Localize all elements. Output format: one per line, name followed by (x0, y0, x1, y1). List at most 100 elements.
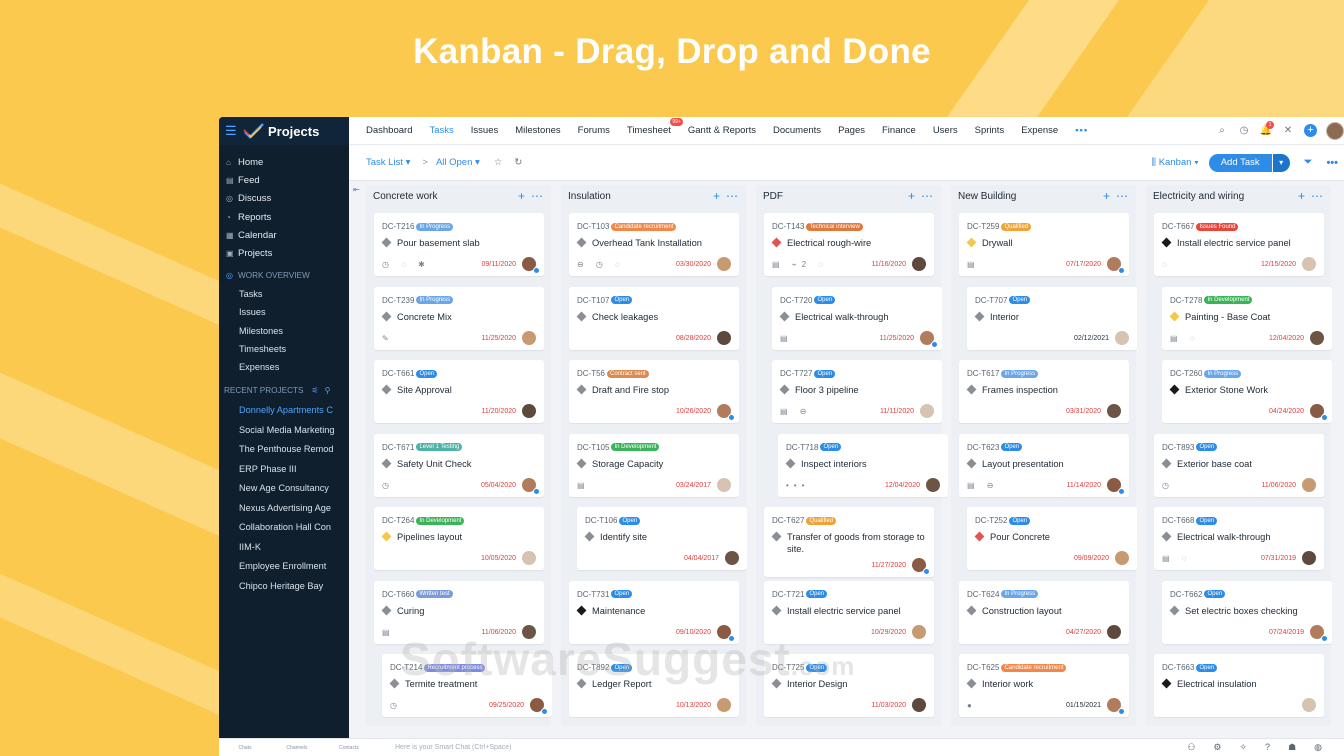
assignee-avatar[interactable] (1302, 257, 1316, 271)
task-title-text[interactable]: Electrical walk-through (795, 311, 889, 322)
task-card[interactable]: DC-T625 Candidate recruitment Interior wor… (959, 654, 1129, 717)
task-card[interactable]: DC-T56 Contract sent Draft and Fire stop 10… (569, 360, 739, 423)
quick-add-icon[interactable]: + (1304, 124, 1317, 137)
task-card[interactable]: DC-T143 Technical interview Electrical rou… (764, 213, 934, 276)
user-avatar[interactable] (1326, 121, 1344, 140)
task-title-text[interactable]: Exterior base coat (1177, 458, 1252, 469)
assignee-avatar[interactable] (522, 624, 536, 639)
column-more-icon[interactable]: ⋯ (1311, 189, 1329, 203)
task-card[interactable]: DC-T106 Open Identify site 04/04/2017 (577, 507, 747, 570)
recent-project-item[interactable]: IIM-K (239, 541, 261, 552)
task-card[interactable]: DC-T278 In Development Painting - Base Coa… (1162, 286, 1332, 350)
task-card[interactable]: DC-T617 In Progress Frames inspection 03/31… (959, 360, 1129, 423)
recent-projects-tools-icon[interactable]: ⚟⚲ (311, 385, 337, 395)
tabs-more-icon[interactable]: ••• (1075, 125, 1089, 136)
assignee-avatar[interactable] (1107, 698, 1125, 715)
task-card[interactable]: DC-T731 Open Maintenance 09/10/2020 (569, 580, 739, 644)
bottom-tool-icon[interactable]: ◍ (1314, 742, 1340, 752)
task-title-text[interactable]: Floor 3 pipeline (795, 385, 859, 395)
assignee-avatar[interactable] (1115, 551, 1129, 565)
help-icon[interactable]: ? (1265, 742, 1289, 752)
search-icon[interactable]: ⌕ (1219, 125, 1225, 136)
task-title-text[interactable]: Site Approval (397, 385, 452, 395)
task-card[interactable]: DC-T727 Open Floor 3 pipeline ▤ ⊖ 11/11/2020 (772, 360, 942, 423)
tab-milestones[interactable]: Milestones (515, 125, 561, 136)
task-title-text[interactable]: Draft and Fire stop (592, 385, 669, 395)
add-card-icon[interactable]: + (907, 189, 921, 203)
tab-tasks[interactable]: Tasks (429, 125, 454, 136)
smart-chat-input[interactable]: Here is your Smart Chat (Ctrl+Space) (395, 744, 512, 751)
refresh-icon[interactable]: ↻ (514, 157, 523, 168)
add-card-icon[interactable]: + (1297, 189, 1311, 203)
task-title-text[interactable]: Termite treatment (405, 679, 478, 689)
tab-documents[interactable]: Documents (773, 125, 822, 136)
task-title-text[interactable]: Pipelines layout (397, 532, 463, 542)
task-card[interactable]: DC-T718 Open Inspect interiors ••• 12/04/202… (778, 433, 948, 497)
task-card[interactable]: DC-T623 Open Layout presentation ▤ ⊖ 11/14/2… (959, 433, 1129, 497)
recent-project-item[interactable]: ERP Phase III (239, 463, 297, 474)
add-task-button[interactable]: Add Task (1208, 153, 1272, 172)
task-card[interactable]: DC-T671 Level 1 Testing Safety Unit Check ◷… (374, 433, 544, 497)
task-card[interactable]: DC-T707 Open Interior 02/12/2021 (967, 286, 1137, 350)
task-list-dropdown[interactable]: Task List ▾ (366, 157, 411, 168)
recent-project-item[interactable]: The Penthouse Remod (239, 444, 334, 455)
assignee-avatar[interactable] (1310, 404, 1328, 421)
task-card[interactable]: DC-T239 In Progress Concrete Mix ✎ 11/25/202… (374, 286, 544, 350)
task-card[interactable]: DC-T259 Qualified Drywall ▤ 07/17/2020 (959, 213, 1129, 276)
tab-dashboard[interactable]: Dashboard (366, 125, 413, 136)
task-title-text[interactable]: Curing (397, 605, 425, 616)
tab-sprints[interactable]: Sprints (974, 125, 1005, 136)
assignee-avatar[interactable] (522, 257, 540, 274)
tools-icon[interactable]: ✕ (1283, 125, 1293, 136)
favorite-star-icon[interactable]: ☆ (493, 157, 503, 168)
task-card[interactable]: DC-T668 Open Electrical walk-through ▤ ◌ 07/… (1154, 507, 1324, 570)
assignee-avatar[interactable] (522, 330, 536, 345)
assignee-avatar[interactable] (522, 477, 540, 495)
bottom-tool-icon[interactable]: ☗ (1288, 742, 1315, 752)
filter-dropdown[interactable]: All Open ▾ (435, 157, 480, 168)
task-title-text[interactable]: Check leakages (592, 311, 659, 322)
recent-project-item[interactable]: Employee Enrollment (239, 561, 327, 572)
task-title-text[interactable]: Pour basement slab (397, 238, 480, 248)
bottom-tool-icon[interactable]: ✧ (1239, 742, 1266, 752)
task-card[interactable]: DC-T660 Written test Curing ▤ 11/06/2020 (374, 580, 544, 644)
assignee-avatar[interactable] (1302, 551, 1316, 565)
sidebar-item-issues[interactable]: Issues (239, 307, 266, 318)
assignee-avatar[interactable] (522, 404, 536, 418)
sidebar-item-feed[interactable]: ▤ Feed (219, 171, 349, 189)
column-more-icon[interactable]: ⋯ (726, 189, 744, 203)
task-title-text[interactable]: Maintenance (592, 605, 646, 616)
task-title-text[interactable]: Exterior Stone Work (1185, 385, 1269, 395)
filter-icon[interactable]: ⏷ (1303, 156, 1313, 168)
brand[interactable]: ☰ Projects (219, 117, 349, 145)
assignee-avatar[interactable] (912, 257, 926, 271)
recent-project-item[interactable]: Collaboration Hall Con (239, 522, 331, 533)
assignee-avatar[interactable] (725, 551, 739, 565)
task-card[interactable]: DC-T214 Recruitment process Termite treatm… (382, 654, 552, 717)
task-title-text[interactable]: Overhead Tank Installation (592, 238, 702, 248)
task-title-text[interactable]: Electrical walk-through (1177, 532, 1271, 542)
add-card-icon[interactable]: + (712, 189, 726, 203)
task-card[interactable]: DC-T892 Open Ledger Report 10/13/2020 (569, 654, 739, 717)
task-title-text[interactable]: Set electric boxes checking (1185, 605, 1298, 616)
assignee-avatar[interactable] (717, 477, 731, 492)
assignee-avatar[interactable] (717, 624, 735, 642)
assignee-avatar[interactable] (926, 477, 940, 492)
task-title-text[interactable]: Concrete Mix (397, 311, 452, 322)
assignee-avatar[interactable] (1107, 477, 1125, 495)
assignee-avatar[interactable] (1302, 477, 1316, 492)
assignee-avatar[interactable] (912, 698, 926, 712)
bell-icon[interactable]: 🔔 1 (1259, 121, 1274, 136)
task-card[interactable]: DC-T216 In Progress Pour basement slab ◷ ◌ … (374, 213, 544, 276)
task-card[interactable]: DC-T721 Open Install electric service pane… (764, 580, 934, 644)
assignee-avatar[interactable] (717, 404, 735, 421)
task-title-text[interactable]: Electrical insulation (1177, 679, 1257, 689)
sidebar-item-timesheets[interactable]: Timesheets (239, 343, 287, 354)
tab-forums[interactable]: Forums (577, 125, 610, 136)
task-card[interactable]: DC-T893 Open Exterior base coat ◷ 11/06/2020 (1154, 433, 1324, 497)
recent-project-item[interactable]: Chipco Heritage Bay (239, 580, 324, 591)
view-switcher[interactable]: ⫼ Kanban ▾ (1152, 157, 1199, 168)
sidebar-item-home[interactable]: ⌂ Home (219, 153, 349, 171)
task-card[interactable]: DC-T260 In Progress Exterior Stone Work 04/… (1162, 360, 1332, 423)
task-card[interactable]: DC-T627 Qualified Transfer of goods from s… (764, 507, 934, 577)
